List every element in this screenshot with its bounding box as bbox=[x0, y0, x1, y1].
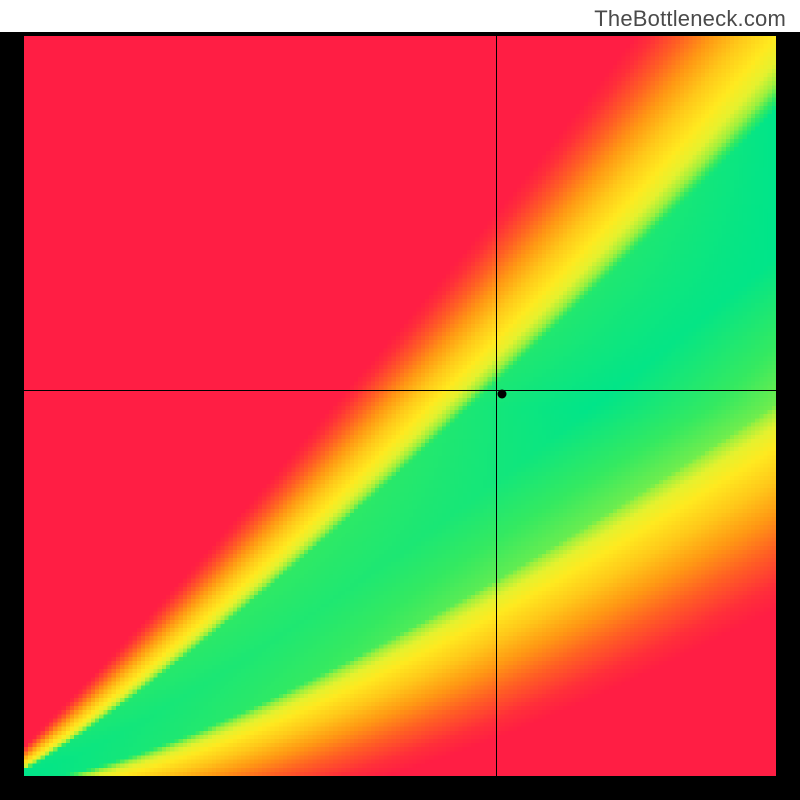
heatmap-plot-area bbox=[24, 36, 776, 776]
watermark-text: TheBottleneck.com bbox=[594, 6, 786, 32]
selection-marker bbox=[497, 390, 506, 399]
crosshair-vertical bbox=[496, 36, 497, 776]
heatmap-canvas bbox=[24, 36, 776, 776]
crosshair-horizontal bbox=[24, 390, 776, 391]
chart-outer-frame bbox=[0, 32, 800, 800]
